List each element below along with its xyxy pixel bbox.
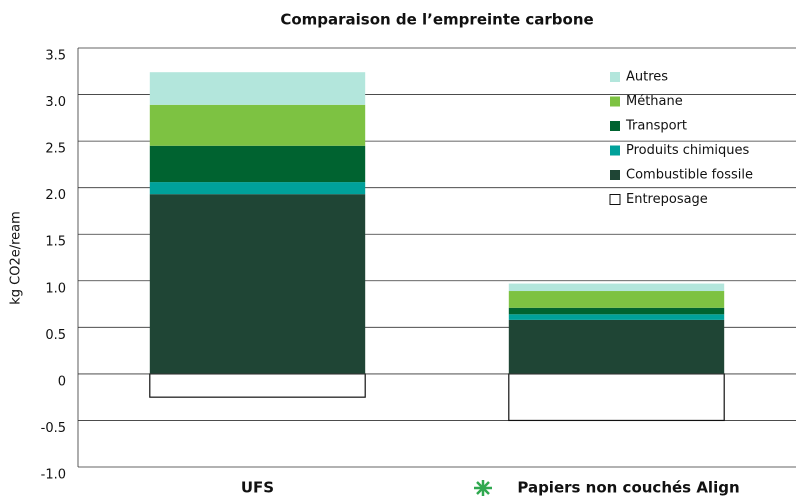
legend-label: Entreposage (626, 192, 708, 207)
x-tick-label: Papiers non couchés Align (517, 479, 739, 497)
legend-swatch (609, 194, 621, 205)
y-tick-label: -1.0 (41, 468, 66, 483)
y-tick-label: 0 (58, 374, 66, 389)
bar-segment (508, 373, 725, 422)
legend-label: Transport (625, 119, 687, 134)
legend-label: Autres (626, 70, 668, 85)
chart-title: Comparaison de l’empreinte carbone (280, 11, 593, 29)
legend-swatch (610, 145, 620, 156)
bar-segment (149, 373, 366, 398)
bar-segment (149, 145, 366, 183)
bar-segment (508, 283, 725, 292)
bar-segment (149, 182, 366, 195)
legend-swatch (610, 121, 620, 131)
align-icon (474, 480, 492, 496)
bar-segment (149, 104, 366, 146)
y-axis-label: kg CO2e/ream (9, 211, 24, 305)
bar-segment (149, 194, 366, 374)
legend-swatch (610, 96, 620, 107)
y-tick-label: -0.5 (41, 421, 66, 436)
y-tick-label: 3.0 (45, 95, 66, 110)
y-tick-label: 2.5 (45, 142, 66, 157)
legend-swatch (610, 72, 620, 82)
bar-segment (149, 72, 366, 105)
y-tick-label: 1.5 (45, 235, 66, 250)
legend-label: Combustible fossile (626, 168, 753, 183)
x-tick-label: UFS (241, 479, 274, 497)
bar-segment (508, 319, 725, 374)
legend-label: Méthane (626, 94, 683, 109)
y-tick-label: 1.0 (45, 281, 66, 296)
y-tick-label: 0.5 (45, 328, 66, 343)
bar-segment (508, 291, 725, 308)
legend-swatch (610, 170, 620, 180)
y-tick-label: 3.5 (45, 49, 66, 64)
bar-segment (508, 314, 725, 320)
y-tick-label: 2.0 (45, 188, 66, 203)
bar-segment (508, 307, 725, 315)
legend-label: Produits chimiques (626, 143, 749, 158)
